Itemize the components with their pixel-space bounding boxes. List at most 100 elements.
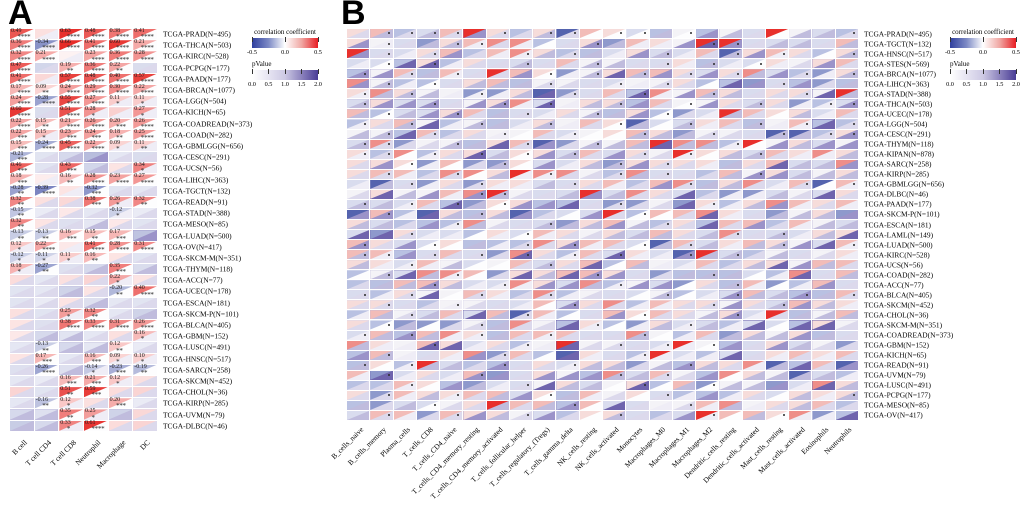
corr-value: -0.39 <box>35 184 49 191</box>
corr-triangle <box>393 330 416 340</box>
corr-triangle <box>812 280 835 290</box>
b-cell <box>440 410 463 420</box>
corr-triangle <box>440 360 463 370</box>
significance-stars: **** <box>17 77 31 86</box>
corr-triangle <box>440 310 463 320</box>
corr-triangle <box>649 209 672 219</box>
corr-triangle <box>835 29 858 39</box>
corr-triangle <box>108 308 133 319</box>
corr-value: 0.16 <box>84 352 96 359</box>
b-cell <box>812 89 835 99</box>
b-cell <box>463 149 486 159</box>
corr-triangle <box>347 320 370 330</box>
corr-value: 0.11 <box>134 139 145 146</box>
corr-triangle <box>133 230 157 241</box>
b-cell <box>509 320 533 330</box>
significance-marker <box>666 293 669 296</box>
corr-triangle <box>835 240 858 250</box>
a-cell <box>59 286 83 297</box>
corr-triangle <box>742 139 765 149</box>
corr-triangle <box>556 240 579 250</box>
corr-triangle <box>486 370 509 380</box>
corr-triangle <box>742 370 765 380</box>
b-cell <box>393 360 416 370</box>
b-cell <box>765 109 789 119</box>
significance-stars: **** <box>66 33 80 42</box>
b-cell <box>742 59 765 69</box>
b-cell <box>347 250 370 260</box>
significance-stars: **** <box>91 89 105 98</box>
b-cell <box>416 209 440 219</box>
row-label: TCGA-LUAD(N=500) <box>864 239 933 249</box>
corr-triangle <box>463 219 486 230</box>
corr-value: 0.41 <box>134 28 145 34</box>
b-cell <box>626 159 649 169</box>
b-cell <box>835 280 858 290</box>
b-cell <box>579 39 602 49</box>
b-cell <box>370 250 393 260</box>
corr-triangle <box>463 340 486 350</box>
corr-triangle <box>416 400 440 410</box>
b-cell <box>509 149 533 159</box>
corr-triangle <box>789 290 812 300</box>
significance-stars: ** <box>66 66 74 75</box>
a-cell: 0.16 * <box>133 330 157 343</box>
significance-marker <box>550 32 553 35</box>
b-cell <box>509 240 533 250</box>
significance-stars: ** <box>42 402 49 411</box>
b-cell <box>463 109 486 119</box>
b-cell <box>556 69 579 79</box>
b-cell <box>509 390 533 400</box>
corr-triangle <box>59 420 83 431</box>
corr-triangle <box>463 250 486 260</box>
corr-triangle <box>649 49 672 59</box>
corr-triangle <box>789 109 812 119</box>
a-cell: 0.28 **** <box>108 241 133 253</box>
b-cell <box>347 179 370 189</box>
row-label: TCGA-STAD(N=388) <box>864 89 931 99</box>
significance-marker <box>643 132 646 135</box>
row-label: TCGA-THCA(N=503) <box>163 40 232 50</box>
corr-triangle <box>370 270 393 280</box>
corr-value: 0.24 <box>11 95 22 102</box>
corr-triangle <box>108 152 133 163</box>
corr-triangle <box>393 119 416 129</box>
b-cell <box>835 169 858 179</box>
significance-stars: **** <box>91 122 105 131</box>
a-cell: 0.32 ** <box>133 196 157 209</box>
corr-triangle <box>742 330 765 340</box>
b-cell <box>486 199 509 209</box>
b-cell <box>440 360 463 370</box>
b-cell <box>393 129 416 139</box>
corr-triangle <box>108 375 133 387</box>
corr-triangle <box>719 300 742 310</box>
corr-triangle <box>672 370 696 380</box>
significance-marker <box>527 233 530 236</box>
b-cell <box>789 360 812 370</box>
significance-marker <box>666 344 669 346</box>
corr-triangle <box>416 69 440 79</box>
corr-triangle <box>602 260 626 270</box>
significance-marker <box>550 223 553 226</box>
row-label: TCGA-SKCM-P(N=101) <box>864 209 940 219</box>
significance-marker <box>527 253 530 256</box>
b-cell <box>765 370 789 380</box>
corr-triangle <box>602 390 626 400</box>
b-cell <box>742 280 765 290</box>
corr-triangle <box>509 99 533 109</box>
corr-triangle <box>34 185 59 196</box>
significance-stars: * <box>140 100 145 109</box>
b-cell <box>393 380 416 390</box>
corr-triangle <box>440 250 463 260</box>
corr-triangle <box>486 89 509 99</box>
corr-triangle <box>133 319 157 331</box>
corr-triangle <box>812 360 835 370</box>
corr-triangle <box>556 119 579 129</box>
corr-triangle <box>83 29 108 40</box>
b-cell <box>579 390 602 400</box>
corr-triangle <box>742 260 765 270</box>
corr-triangle <box>370 119 393 129</box>
corr-triangle <box>533 59 556 69</box>
significance-marker <box>527 313 530 316</box>
row-label: TCGA-BRCA(N=1077) <box>864 69 936 79</box>
